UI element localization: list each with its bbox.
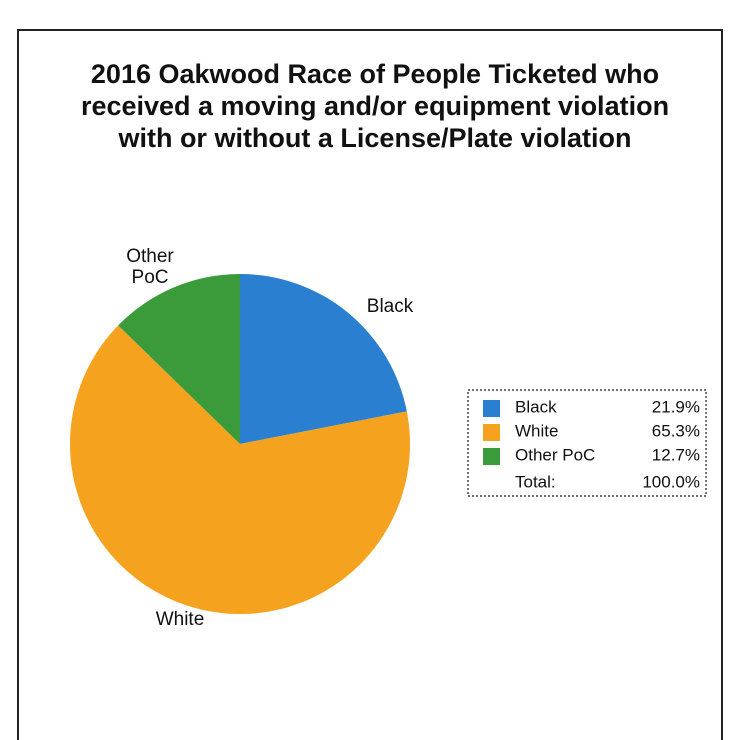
legend-label: White [515, 421, 558, 440]
legend-value: 12.7% [652, 445, 700, 464]
slice-label: Other PoC [126, 246, 174, 288]
legend-label: Black [515, 397, 557, 416]
frame [17, 29, 723, 740]
legend-value: 21.9% [652, 397, 700, 416]
legend-total-value: 100.0% [642, 472, 700, 491]
legend-value: 65.3% [652, 421, 700, 440]
legend-swatch [483, 400, 500, 417]
legend-swatch [483, 448, 500, 465]
pie-slice [69, 325, 410, 614]
slice-label: White [155, 609, 205, 630]
pie-slice [118, 274, 240, 444]
legend-label: Other PoC [515, 445, 595, 464]
slice-label: Black [366, 296, 414, 317]
legend-swatch [483, 424, 500, 441]
legend-total-label: Total: [515, 472, 556, 491]
chart-title: 2016 Oakwood Race of People Ticketed who… [80, 59, 670, 153]
pie-slice [240, 274, 407, 444]
